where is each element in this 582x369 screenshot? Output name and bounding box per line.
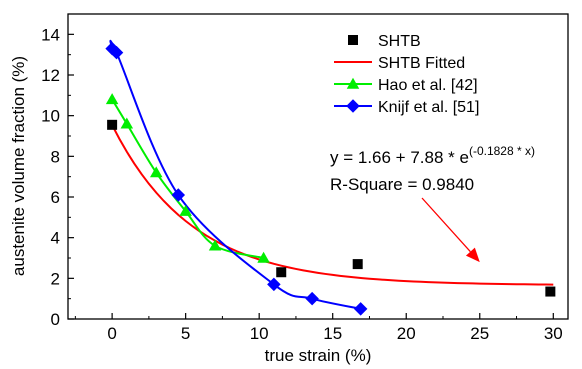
- y-tick-label: 12: [41, 66, 60, 85]
- data-point-hao-et-al-42: [257, 251, 270, 263]
- y-tick-label: 8: [51, 147, 60, 166]
- x-tick-label: 20: [397, 324, 416, 343]
- plot-frame: [67, 13, 569, 320]
- y-axis-label: austenite volume fraction (%): [9, 56, 28, 276]
- fit-equation-base: y = 1.66 + 7.88 * e: [330, 148, 469, 167]
- data-point-knijf-et-al-51: [305, 291, 319, 306]
- legend-marker-hao-et-al-42: [346, 77, 360, 89]
- y-tick-label: 14: [41, 25, 60, 44]
- data-point-hao-et-al-42: [149, 166, 163, 178]
- x-tick-label: 30: [544, 324, 563, 343]
- y-axis-ticks: 0 2 4 6 8 10 12 14: [41, 13, 74, 329]
- data-point-knijf-et-al-51: [353, 302, 368, 316]
- data-point-shtb: [545, 286, 556, 297]
- data-point-knijf-et-al-51: [267, 277, 281, 292]
- series-line-hao-et-al-42: [111, 98, 264, 259]
- x-tick-label: 15: [323, 324, 342, 343]
- data-point-knijf-et-al-51: [171, 188, 186, 202]
- annotation-arrowhead: [465, 247, 480, 263]
- data-point-shtb: [276, 267, 287, 278]
- data-point-shtb: [352, 259, 363, 270]
- y-tick-label: 10: [41, 107, 60, 126]
- legend-label-shtb: SHTB: [378, 33, 421, 50]
- data-point-hao-et-al-42: [105, 93, 119, 105]
- data-point-hao-et-al-42: [208, 239, 222, 251]
- series-line-knijf-et-al-51: [109, 39, 361, 310]
- annotation-arrow: [421, 197, 471, 253]
- fit-equation: y = 1.66 + 7.88 * e(-0.1828 * x): [330, 144, 535, 167]
- y-tick-label: 4: [51, 229, 60, 248]
- legend-marker-shtb: [348, 35, 358, 45]
- legend-marker-knijf-et-al-51: [346, 99, 360, 113]
- series-markers: [105, 41, 556, 316]
- r-square-label: R-Square = 0.9840: [330, 175, 474, 194]
- x-axis-ticks: 0 5 10 15 20 25 30: [74, 313, 563, 343]
- x-axis-label: true strain (%): [265, 346, 372, 365]
- series-line-shtb-fitted: [111, 124, 554, 286]
- fit-annotation: y = 1.66 + 7.88 * e(-0.1828 * x) R-Squar…: [330, 144, 535, 263]
- data-point-shtb: [107, 119, 118, 130]
- legend: SHTB SHTB Fitted Hao et al. [42] Knijf et a…: [334, 33, 479, 116]
- data-point-knijf-et-al-51: [109, 45, 124, 60]
- legend-label-shtb-fitted: SHTB Fitted: [378, 55, 465, 72]
- x-tick-label: 0: [107, 324, 116, 343]
- x-tick-label: 25: [470, 324, 489, 343]
- data-point-hao-et-al-42: [120, 117, 134, 129]
- y-tick-label: 2: [51, 269, 60, 288]
- y-tick-label: 6: [51, 188, 60, 207]
- y-tick-label: 0: [51, 310, 60, 329]
- plot-area: 0 5 10 15 20 25 30 0 2 4 6 8 10 12 14: [41, 13, 569, 343]
- legend-label-hao-et-al-42: Hao et al. [42]: [378, 77, 478, 94]
- x-tick-label: 5: [181, 324, 190, 343]
- x-tick-label: 10: [250, 324, 269, 343]
- fit-equation-exponent: (-0.1828 * x): [469, 144, 535, 158]
- data-point-hao-et-al-42: [179, 204, 192, 216]
- legend-label-knijf-et-al-51: Knijf et al. [51]: [378, 99, 479, 116]
